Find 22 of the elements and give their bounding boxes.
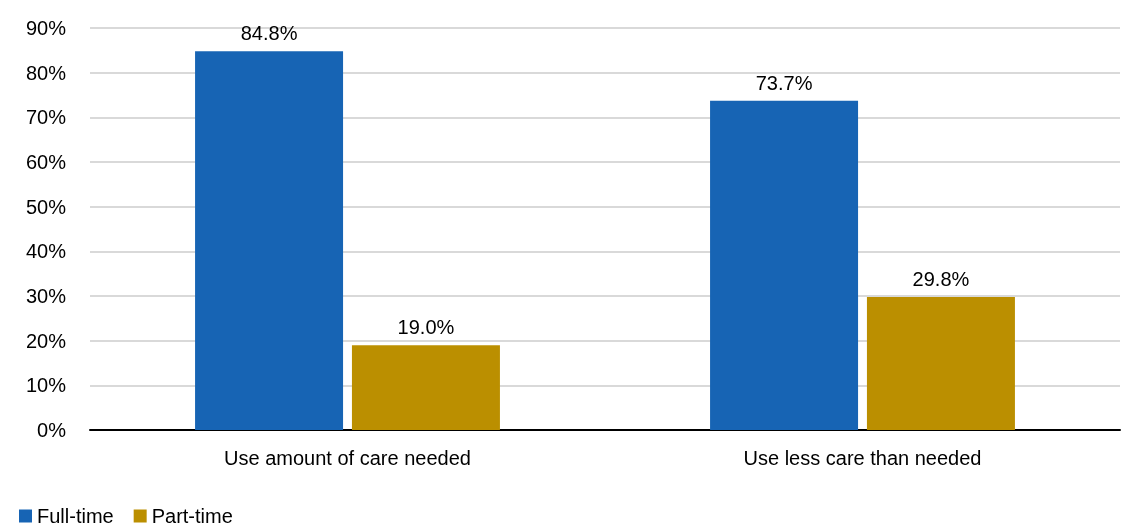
legend-label: Full-time bbox=[37, 505, 114, 527]
y-tick-label: 50% bbox=[25, 195, 67, 218]
y-tick-label: 60% bbox=[25, 151, 67, 173]
data-label: 19.0% bbox=[397, 316, 455, 339]
x-tick-label: Use amount of care needed bbox=[224, 447, 471, 469]
y-tick-label: 90% bbox=[25, 17, 67, 39]
y-tick-label: 30% bbox=[25, 285, 67, 307]
bar bbox=[195, 51, 344, 430]
bar bbox=[710, 100, 859, 430]
bar bbox=[351, 345, 500, 430]
y-tick-label: 80% bbox=[25, 61, 67, 84]
y-tick-label: 0% bbox=[37, 419, 67, 441]
data-label: 84.8% bbox=[240, 22, 298, 45]
bar bbox=[866, 296, 1015, 430]
y-tick-label: 10% bbox=[25, 374, 67, 397]
x-tick-label: Use less care than needed bbox=[743, 447, 982, 469]
legend-label: Part-time bbox=[151, 505, 233, 527]
data-label: 29.8% bbox=[912, 267, 970, 290]
y-tick-label: 40% bbox=[25, 240, 67, 263]
data-label: 73.7% bbox=[755, 71, 813, 94]
y-tick-label: 20% bbox=[25, 329, 67, 352]
y-tick-label: 70% bbox=[25, 106, 67, 129]
